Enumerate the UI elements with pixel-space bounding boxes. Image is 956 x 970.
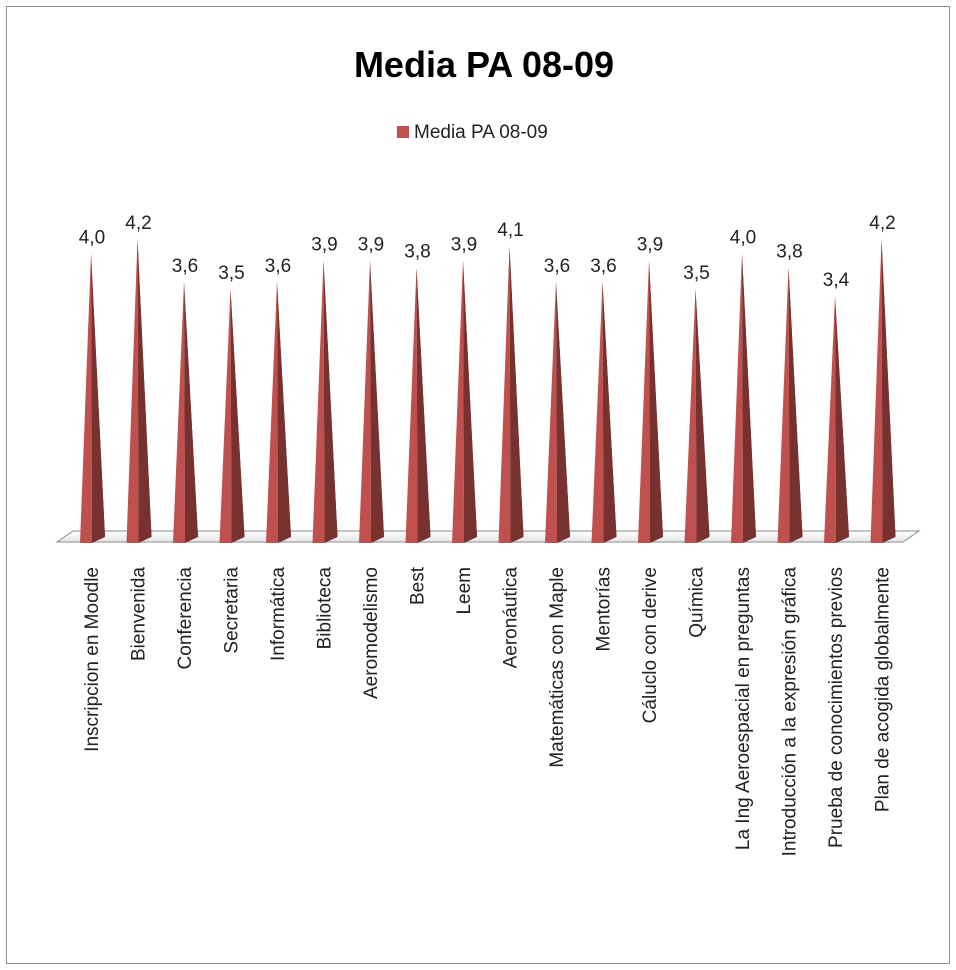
category-label: Inscripcion en Moodle [82,567,103,752]
pyramid-face-left [452,260,464,543]
pyramid-face-left [126,239,139,543]
pyramid-face-right [881,239,896,543]
category-label: Aeromodelismo [361,567,382,699]
category-labels-group: Inscripcion en Moodle Bienvenida Conferenc… [82,566,894,856]
pyramid-face-right [91,253,105,544]
category-label: Bienvenida [129,567,150,661]
pyramid-face-right [137,239,152,543]
category-label: Cáluclo con derive [640,567,661,723]
pyramid-face-left [684,289,697,543]
data-label: 3,5 [683,263,709,284]
pyramid-bar [80,253,105,544]
legend-label: Media PA 08-09 [414,122,548,143]
chart-plot: Media PA 08-09 Media PA 08-09 4,0 4,2 3,6 3… [55,44,921,856]
pyramid-face-right [184,281,198,543]
pyramid-bar [266,281,291,543]
data-label: 4,2 [869,213,895,234]
data-label: 3,4 [823,270,850,291]
bars-group [80,239,896,544]
pyramid-face-right [323,260,338,543]
data-label: 3,6 [590,256,616,277]
pyramid-face-right [277,281,291,543]
data-label: 3,9 [311,234,337,255]
pyramid-face-left [312,260,325,543]
data-label: 3,8 [776,242,802,263]
category-label: Matemáticas con Maple [547,567,568,768]
data-label: 3,5 [218,263,244,284]
category-label: Introducción a la expresión gráfica [780,567,801,857]
pyramid-face-left [870,239,883,543]
pyramid-bar [777,267,803,543]
pyramid-face-left [824,296,836,543]
data-label: 3,6 [172,256,198,277]
legend: Media PA 08-09 [397,122,548,143]
data-labels-group: 4,0 4,2 3,6 3,5 3,6 3,9 3,9 3,8 3,9 4,1 3,6 3,6 3,9 3… [79,213,896,291]
pyramid-face-left [638,260,650,543]
pyramid-face-left [591,281,604,543]
pyramid-face-left [80,253,92,544]
data-label: 4,0 [730,227,756,248]
data-label: 4,1 [497,220,523,241]
pyramid-face-right [788,267,803,543]
pyramid-face-right [835,296,849,543]
pyramid-face-left [173,281,185,543]
data-label: 4,2 [125,213,151,234]
pyramid-bar [545,281,570,543]
pyramid-face-right [509,246,524,543]
pyramid-bar [498,246,524,543]
pyramid-bar [591,281,617,543]
data-label: 3,9 [637,234,663,255]
pyramid-face-right [695,289,710,543]
pyramid-face-left [777,267,790,543]
pyramid-face-left [405,267,418,543]
category-label: Biblioteca [315,567,336,650]
data-label: 3,6 [544,256,570,277]
pyramid-face-right [649,260,663,543]
pyramid-face-right [463,260,477,543]
pyramid-bar [312,260,338,543]
category-label: Prueba de conocimientos previos [826,567,847,848]
category-label: Secretaria [222,567,243,654]
pyramid-face-left [266,281,278,543]
category-label: Mentorías [594,567,615,651]
pyramid-face-right [742,253,756,544]
category-label: Best [408,566,429,605]
data-label: 3,9 [358,234,384,255]
data-label: 4,0 [79,227,105,248]
pyramid-bar [219,289,245,543]
pyramid-face-left [545,281,557,543]
pyramid-bar [126,239,152,543]
pyramid-face-right [556,281,570,543]
pyramid-bar [173,281,198,543]
data-label: 3,8 [404,242,430,263]
pyramid-face-right [230,289,245,543]
data-label: 3,6 [265,256,291,277]
pyramid-bar [824,296,849,543]
pyramid-bar [870,239,896,543]
pyramid-face-left [219,289,232,543]
category-label: Plan de acogida globalmente [873,567,894,812]
chart-frame: Media PA 08-09 Media PA 08-09 4,0 4,2 3,6 3… [6,6,950,964]
pyramid-face-right [416,267,431,543]
pyramid-bar [684,289,710,543]
pyramid-face-left [731,253,743,544]
pyramid-face-right [370,260,384,543]
category-label: La Ing Aeroespacial en preguntas [733,567,754,850]
pyramid-bar [359,260,384,543]
pyramid-face-right [602,281,617,543]
data-label: 3,9 [451,234,477,255]
category-label: Conferencia [175,567,196,670]
pyramid-bar [731,253,756,544]
pyramid-face-left [498,246,511,543]
chart-title: Media PA 08-09 [354,44,614,85]
pyramid-bar [405,267,431,543]
pyramid-bar [638,260,663,543]
pyramid-bar [452,260,477,543]
pyramid-face-left [359,260,371,543]
legend-swatch [397,126,409,138]
category-label: Química [687,567,708,638]
category-label: Aeronáutica [501,567,522,669]
category-label: Leem [454,567,475,615]
category-label: Informática [268,567,289,661]
